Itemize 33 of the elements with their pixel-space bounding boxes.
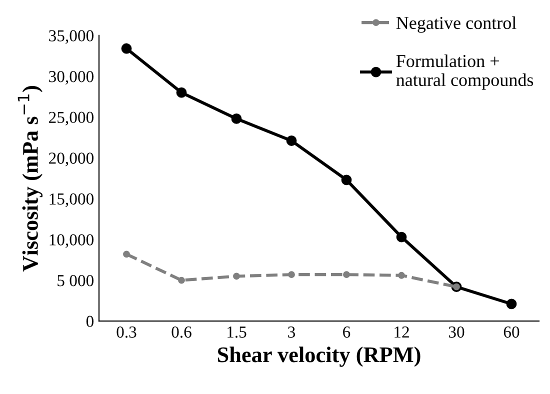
- point: [288, 271, 295, 278]
- point: [506, 298, 517, 310]
- point: [121, 43, 132, 54]
- x-tick-label: 0.6: [172, 326, 192, 338]
- x-tick-label: 1.5: [228, 326, 246, 338]
- point: [343, 271, 350, 278]
- y-tick-label: 15,000: [50, 193, 94, 208]
- y-tick-label: 35,000: [49, 30, 94, 44]
- y-tick-label: 0: [86, 316, 94, 328]
- point: [233, 272, 240, 280]
- point: [178, 276, 185, 284]
- y-tick-label: 30,000: [49, 70, 94, 85]
- x-tick-label: 6: [343, 326, 350, 338]
- point: [231, 114, 242, 124]
- point: [396, 232, 407, 242]
- x-tick-label: 3: [288, 326, 296, 338]
- y-axis-title: Viscosity (mPa s$^{−1}$): [18, 86, 43, 272]
- x-tick-label: 60: [504, 326, 520, 338]
- y-tick-label: 25,000: [49, 112, 94, 126]
- x-tick-label: 30: [448, 326, 464, 338]
- point: [341, 174, 352, 186]
- y-tick-label: 5 000: [58, 275, 94, 286]
- legend-label: Negative control: [396, 16, 516, 33]
- point: [398, 272, 405, 279]
- x-tick-label: 12: [394, 326, 409, 338]
- point: [176, 87, 187, 98]
- legend-label: Formulation + natural compounds: [396, 54, 534, 90]
- y-tick-label: 10,000: [50, 234, 94, 248]
- y-tick-label: 20,000: [49, 152, 94, 166]
- point: [123, 250, 130, 258]
- x-axis-title: Shear velocity (RPM): [218, 346, 420, 367]
- point: [286, 136, 297, 146]
- x-tick-label: 0.3: [116, 326, 136, 338]
